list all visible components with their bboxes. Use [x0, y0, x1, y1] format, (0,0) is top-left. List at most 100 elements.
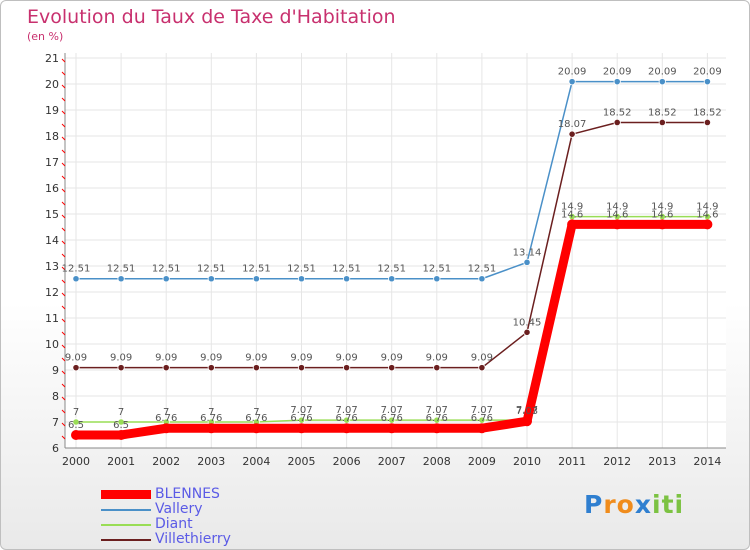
data-point-vallery — [613, 78, 621, 86]
legend-label-vallery: Vallery — [155, 501, 203, 517]
y-axis-minor-tick — [61, 292, 66, 297]
data-label-villethierry: 9.09 — [155, 353, 177, 364]
y-axis-minor-tick — [61, 305, 66, 310]
data-point-blennes — [431, 423, 442, 434]
data-point-vallery — [568, 78, 576, 86]
data-label-blennes: 14.6 — [561, 209, 583, 220]
data-point-diant — [72, 418, 80, 426]
data-label-blennes: 14.6 — [606, 209, 628, 220]
legend: BLENNES Vallery Diant Villethierry — [101, 487, 231, 547]
legend-swatch-blennes — [101, 490, 151, 499]
y-tick-label: 13 — [45, 260, 59, 273]
y-axis-minor-tick — [61, 175, 66, 180]
x-tick-label: 2011 — [558, 455, 586, 468]
y-axis-minor-tick — [61, 370, 66, 375]
legend-item-blennes: BLENNES — [101, 487, 231, 502]
y-axis-unit-label: (en %) — [27, 30, 64, 43]
data-label-blennes: 6.5 — [113, 420, 129, 431]
data-label-blennes: 6.76 — [335, 413, 357, 424]
data-point-villethierry — [658, 118, 666, 127]
y-axis-minor-tick — [61, 123, 66, 128]
data-point-villethierry — [478, 364, 486, 372]
data-point-villethierry — [342, 364, 351, 372]
data-point-villethierry — [162, 364, 170, 372]
y-tick-label: 20 — [45, 78, 59, 91]
legend-swatch-vallery — [101, 508, 151, 511]
y-tick-label: 18 — [45, 130, 59, 143]
y-tick-label: 10 — [45, 338, 59, 351]
data-point-villethierry — [72, 364, 80, 372]
data-point-vallery — [342, 275, 351, 283]
data-label-diant: 14.9 — [651, 202, 673, 213]
y-tick-label: 16 — [45, 182, 59, 195]
data-label-diant: 7.07 — [426, 405, 448, 416]
data-label-vallery: 12.51 — [242, 264, 271, 275]
data-label-diant: 7 — [118, 407, 124, 418]
data-point-diant — [117, 418, 125, 426]
data-label-villethierry: 9.09 — [381, 353, 403, 364]
y-axis-minor-tick — [61, 84, 66, 89]
data-label-villethierry: 9.09 — [290, 353, 312, 364]
legend-swatch-villethierry — [101, 538, 151, 541]
data-point-blennes — [71, 430, 81, 440]
y-tick-label: 9 — [52, 364, 59, 377]
data-point-vallery — [162, 275, 170, 283]
data-point-vallery — [478, 275, 486, 283]
legend-swatch-diant — [101, 523, 151, 526]
plot-area — [65, 53, 726, 448]
y-axis-minor-tick — [61, 71, 66, 76]
data-label-vallery: 12.51 — [468, 264, 497, 275]
data-point-vallery — [658, 78, 666, 86]
y-axis-minor-tick — [61, 240, 66, 245]
data-label-vallery: 12.51 — [197, 264, 226, 275]
data-label-villethierry: 9.09 — [245, 353, 267, 364]
y-tick-label: 14 — [45, 234, 59, 247]
y-axis-minor-tick — [61, 331, 66, 336]
data-label-diant: 14.9 — [696, 202, 718, 213]
data-point-blennes — [567, 219, 578, 230]
data-label-diant: 7 — [163, 407, 169, 418]
x-tick-label: 2002 — [152, 455, 180, 468]
x-tick-label: 2008 — [423, 455, 451, 468]
data-point-vallery — [388, 275, 396, 283]
data-point-vallery — [207, 275, 215, 283]
data-point-blennes — [612, 219, 623, 230]
data-label-vallery: 20.09 — [603, 67, 632, 78]
data-point-blennes — [206, 423, 217, 434]
data-point-blennes — [702, 219, 713, 230]
x-tick-label: 2007 — [378, 455, 406, 468]
data-label-blennes: 6.76 — [155, 413, 177, 424]
data-label-vallery: 13.14 — [513, 247, 542, 258]
x-tick-label: 2004 — [242, 455, 270, 468]
legend-item-villethierry: Villethierry — [101, 532, 231, 547]
y-tick-label: 17 — [45, 156, 59, 169]
y-axis-minor-tick — [61, 253, 66, 258]
data-label-blennes: 7.03 — [516, 406, 538, 417]
y-tick-label: 7 — [52, 416, 59, 429]
data-label-blennes: 6.76 — [426, 413, 448, 424]
data-label-diant: 7.07 — [290, 405, 312, 416]
data-label-villethierry: 10.45 — [513, 317, 542, 328]
y-axis-minor-tick — [61, 58, 66, 63]
data-label-diant: 7.07 — [335, 405, 357, 416]
data-label-villethierry: 18.52 — [648, 107, 677, 118]
data-label-vallery: 20.09 — [558, 67, 587, 78]
y-axis-minor-tick — [61, 396, 66, 401]
x-tick-label: 2006 — [333, 455, 361, 468]
data-point-vallery — [297, 275, 306, 283]
data-point-vallery — [252, 275, 260, 283]
data-label-villethierry: 9.09 — [110, 353, 132, 364]
y-tick-label: 21 — [45, 52, 59, 65]
data-label-vallery: 20.09 — [648, 67, 677, 78]
data-label-villethierry: 18.52 — [603, 107, 632, 118]
logo-letter: o — [616, 490, 635, 519]
data-label-blennes: 14.6 — [696, 209, 718, 220]
data-label-villethierry: 9.09 — [335, 353, 357, 364]
data-point-blennes — [341, 423, 352, 434]
data-label-vallery: 12.51 — [62, 264, 91, 275]
y-axis-minor-tick — [61, 422, 66, 427]
y-axis-minor-tick — [61, 266, 66, 271]
x-tick-label: 2003 — [197, 455, 225, 468]
